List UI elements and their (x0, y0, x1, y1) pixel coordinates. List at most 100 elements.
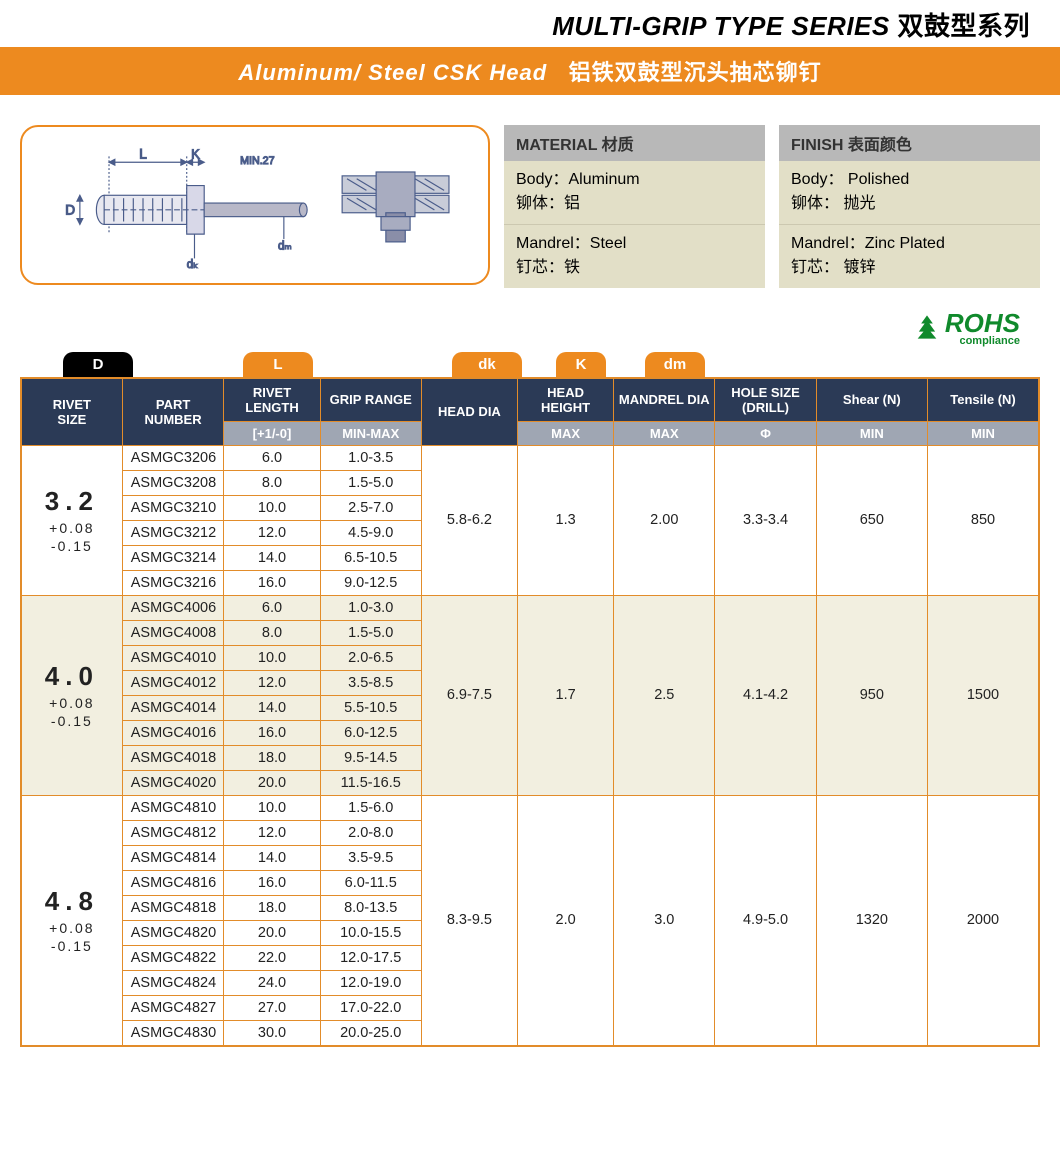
cell-part-number: ASMGC4820 (122, 920, 224, 945)
title-cn: 双鼓型系列 (897, 11, 1030, 41)
cell-length: 14.0 (224, 845, 320, 870)
cell-part-number: ASMGC4008 (122, 620, 224, 645)
cell-length: 8.0 (224, 470, 320, 495)
cell-part-number: ASMGC3210 (122, 495, 224, 520)
spec-table: RIVET SIZE PART NUMBER RIVET LENGTH GRIP… (20, 377, 1040, 1047)
cell-length: 16.0 (224, 870, 320, 895)
cell-hole: 3.3-3.4 (715, 445, 816, 595)
cell-length: 18.0 (224, 895, 320, 920)
col-head-height: HEAD HEIGHT (518, 378, 614, 422)
tab-l: L (243, 352, 313, 377)
cell-head-height: 1.7 (518, 595, 614, 795)
cell-grip: 2.0-8.0 (320, 820, 421, 845)
cell-part-number: ASMGC4810 (122, 795, 224, 820)
rivet-diagram: L K MIN.27 (20, 125, 490, 285)
col-tensile: Tensile (N) (928, 378, 1040, 422)
cell-grip: 17.0-22.0 (320, 995, 421, 1020)
cell-head-dia: 8.3-9.5 (421, 795, 517, 1046)
cell-grip: 2.0-6.5 (320, 645, 421, 670)
cell-length: 12.0 (224, 820, 320, 845)
cell-shear: 1320 (816, 795, 927, 1046)
tab-dk: dk (452, 352, 522, 377)
cell-grip: 12.0-17.5 (320, 945, 421, 970)
cell-length: 6.0 (224, 445, 320, 470)
cell-length: 8.0 (224, 620, 320, 645)
tab-k: K (556, 352, 606, 377)
subtitle-cn: 铝铁双鼓型沉头抽芯铆钉 (569, 60, 822, 85)
cell-length: 12.0 (224, 520, 320, 545)
sub-phi: Φ (715, 421, 816, 445)
cell-grip: 1.5-5.0 (320, 620, 421, 645)
cell-grip: 4.5-9.0 (320, 520, 421, 545)
cell-grip: 12.0-19.0 (320, 970, 421, 995)
svg-text:dₖ: dₖ (187, 258, 198, 271)
cell-length: 22.0 (224, 945, 320, 970)
cell-mandrel-dia: 2.5 (614, 595, 715, 795)
col-hole-size: HOLE SIZE (DRILL) (715, 378, 816, 422)
cell-part-number: ASMGC4016 (122, 720, 224, 745)
finish-mandrel-cn: 钉芯： 镀锌 (791, 257, 1028, 279)
rohs-badge: ROHS compliance (0, 308, 1060, 351)
cell-length: 18.0 (224, 745, 320, 770)
cell-length: 10.0 (224, 795, 320, 820)
page-subtitle: Aluminum/ Steel CSK Head 铝铁双鼓型沉头抽芯铆钉 (0, 47, 1060, 95)
finish-box: FINISH 表面颜色 Body： Polished 铆体： 抛光 Mandre… (779, 125, 1040, 288)
cell-part-number: ASMGC4006 (122, 595, 224, 620)
column-tabs: D L dk K dm (0, 351, 1060, 377)
finish-body-cn: 铆体： 抛光 (791, 193, 1028, 215)
cell-grip: 6.5-10.5 (320, 545, 421, 570)
cell-grip: 1.0-3.5 (320, 445, 421, 470)
cell-part-number: ASMGC4012 (122, 670, 224, 695)
cell-grip: 6.0-12.5 (320, 720, 421, 745)
sub-min2: MIN (928, 421, 1040, 445)
cell-part-number: ASMGC4827 (122, 995, 224, 1020)
cell-grip: 20.0-25.0 (320, 1020, 421, 1046)
material-body-cn: 铆体：铝 (516, 193, 753, 215)
cell-length: 27.0 (224, 995, 320, 1020)
material-mandrel-cn: 钉芯：铁 (516, 257, 753, 279)
rivet-size-cell: 4.8+0.08-0.15 (21, 795, 122, 1046)
tree-icon (913, 313, 941, 341)
cell-length: 24.0 (224, 970, 320, 995)
cell-part-number: ASMGC4010 (122, 645, 224, 670)
svg-text:K: K (192, 147, 201, 161)
material-body-en: Body：Aluminum (516, 169, 753, 191)
svg-text:MIN.27: MIN.27 (240, 155, 274, 167)
cell-length: 10.0 (224, 495, 320, 520)
col-shear: Shear (N) (816, 378, 927, 422)
header: MULTI-GRIP TYPE SERIES 双鼓型系列 Aluminum/ S… (0, 0, 1060, 95)
svg-text:dₘ: dₘ (278, 240, 292, 253)
cell-part-number: ASMGC4818 (122, 895, 224, 920)
cell-part-number: ASMGC3212 (122, 520, 224, 545)
cell-length: 6.0 (224, 595, 320, 620)
cell-grip: 3.5-8.5 (320, 670, 421, 695)
cell-part-number: ASMGC3216 (122, 570, 224, 595)
rivet-size-cell: 3.2+0.08-0.15 (21, 445, 122, 595)
material-mandrel-en: Mandrel：Steel (516, 233, 753, 255)
cell-head-dia: 5.8-6.2 (421, 445, 517, 595)
cell-grip: 6.0-11.5 (320, 870, 421, 895)
cell-grip: 5.5-10.5 (320, 695, 421, 720)
cell-part-number: ASMGC4816 (122, 870, 224, 895)
cell-length: 20.0 (224, 920, 320, 945)
page-title: MULTI-GRIP TYPE SERIES 双鼓型系列 (0, 0, 1060, 47)
rohs-text: ROHS (945, 308, 1020, 338)
tab-d: D (63, 352, 133, 377)
finish-header: FINISH 表面颜色 (779, 125, 1040, 161)
cell-part-number: ASMGC4020 (122, 770, 224, 795)
cell-shear: 950 (816, 595, 927, 795)
cell-shear: 650 (816, 445, 927, 595)
svg-text:D: D (66, 203, 76, 218)
cell-mandrel-dia: 3.0 (614, 795, 715, 1046)
cell-length: 30.0 (224, 1020, 320, 1046)
svg-text:L: L (140, 146, 148, 161)
sub-max2: MAX (614, 421, 715, 445)
cell-length: 16.0 (224, 570, 320, 595)
cell-tensile: 2000 (928, 795, 1040, 1046)
finish-body-en: Body： Polished (791, 169, 1028, 191)
cell-grip: 1.5-5.0 (320, 470, 421, 495)
cell-head-height: 1.3 (518, 445, 614, 595)
cell-hole: 4.1-4.2 (715, 595, 816, 795)
cell-part-number: ASMGC4018 (122, 745, 224, 770)
rivet-size-cell: 4.0+0.08-0.15 (21, 595, 122, 795)
